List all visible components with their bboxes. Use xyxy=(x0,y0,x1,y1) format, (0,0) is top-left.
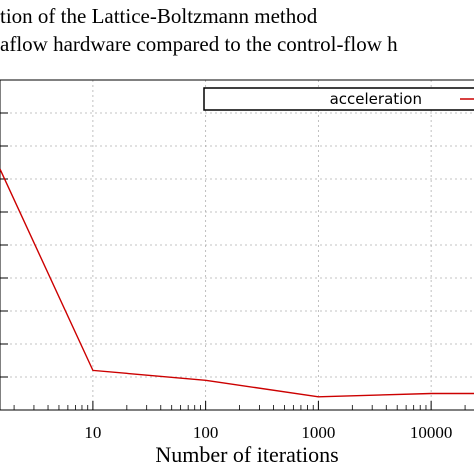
grid xyxy=(0,80,474,410)
legend: acceleration xyxy=(203,87,474,111)
plot-frame xyxy=(0,79,474,411)
x-tick-label: 10 xyxy=(84,423,101,442)
legend-box xyxy=(203,87,474,111)
x-tick-label: 100 xyxy=(193,423,219,442)
series-layer xyxy=(0,168,474,398)
x-tick-label: 10000 xyxy=(410,423,453,442)
x-tick-label: 1000 xyxy=(301,423,335,442)
chart-title-line-2: aflow hardware compared to the control-f… xyxy=(0,32,398,56)
series-line-acceleration xyxy=(0,168,474,398)
chart-title-line-1: tion of the Lattice-Boltzmann method xyxy=(0,4,318,28)
x-axis-label: Number of iterations xyxy=(155,442,339,467)
legend-label: acceleration xyxy=(330,90,422,108)
axis-ticks: 10 100 1000 10000 xyxy=(0,112,466,442)
